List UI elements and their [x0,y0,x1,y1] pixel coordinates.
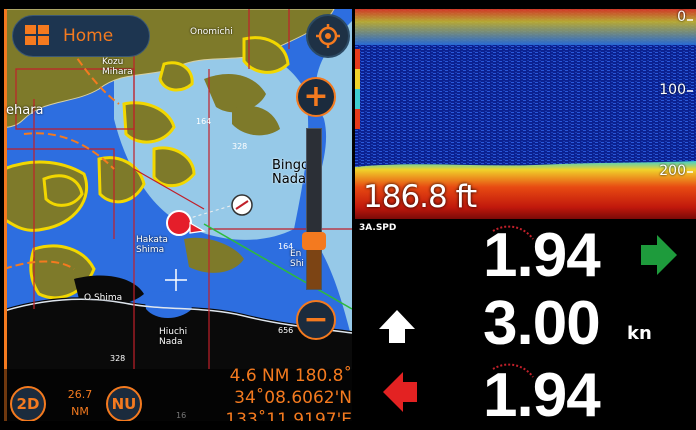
orientation-button[interactable]: NU [106,386,142,421]
zoom-slider-fill [307,241,321,289]
view-mode-button[interactable]: 2D [10,386,46,421]
range-unit: NM [71,405,89,418]
position-readout: 4.6 NM 180.8˚ 34˚08.6062'N 133˚11.9197'E [202,365,352,421]
find-position-button[interactable] [306,14,350,58]
zoom-slider[interactable] [302,128,326,290]
place-ehara: ehara [6,103,44,118]
place-en-shima: En Shi [290,249,304,269]
sonar-pane[interactable]: 0 100 200 186.8 ft [355,9,696,219]
arrow-left-icon [383,372,417,412]
depth-scale-label: 100 [659,82,686,98]
home-button[interactable]: Home [12,15,150,57]
nautical-chart-map[interactable] [4,9,352,421]
crosshair-target-icon [316,24,340,48]
home-button-label: Home [63,26,114,46]
place-kozu: Kozu [102,57,124,67]
chart-pane[interactable]: Onomichi Kozu Mihara ehara Bingo Nada Ha… [4,9,352,421]
plus-icon: + [303,79,329,114]
chart-bottom-bar [4,369,352,421]
arrow-right-icon [641,235,677,275]
app-frame: Onomichi Kozu Mihara ehara Bingo Nada Ha… [4,9,696,427]
data-pane-graphics [379,225,677,412]
waypoint-distance-bearing: 4.6 NM 180.8˚ [229,366,352,386]
depth-scale-label: 200 [659,163,686,179]
minus-icon: − [303,302,329,337]
place-mihara: Mihara [102,67,133,77]
speed-data-pane[interactable]: 3A.SPD 1.94 3.00 kn 1.94 [355,219,696,427]
sonar-echogram[interactable] [355,9,696,219]
arrow-up-icon [379,310,415,343]
vessel-marker[interactable] [166,210,206,236]
data-pane-title: 3A.SPD [359,223,397,233]
sounding: 164 [278,242,294,251]
place-hakata-shima: Hakata Shima [136,235,168,255]
chart-range: 26.7 NM [56,386,104,420]
sounding: 328 [232,142,248,151]
range-value: 26.7 [67,388,93,401]
zoom-slider-handle[interactable] [302,232,326,250]
sounding: 656 [278,326,294,335]
place-hiuchi-nada: Hiuchi Nada [159,327,188,347]
depth-readout: 186.8 ft [363,179,477,215]
speed-value: 3.00 [483,289,601,358]
speed-unit: kn [627,323,652,344]
cursor-crosshair-icon [165,269,187,291]
top-speed-value: 1.94 [483,221,601,290]
sounding: 164 [196,117,212,126]
bottom-speed-value: 1.94 [483,361,601,430]
zoom-in-button[interactable]: + [296,77,336,117]
place-bingo-nada: Bingo Nada [272,158,309,187]
place-o-shima: O Shima [84,293,123,303]
latitude: 34˚08.6062'N [234,388,352,408]
place-onomichi: Onomichi [190,27,233,37]
depth-scale-label: 0 [677,9,686,25]
sounding: 328 [110,354,126,363]
zoom-out-button[interactable]: − [296,300,336,340]
longitude: 133˚11.9197'E [225,410,352,421]
grid-icon [25,25,51,47]
waypoint-marker[interactable] [231,194,253,216]
